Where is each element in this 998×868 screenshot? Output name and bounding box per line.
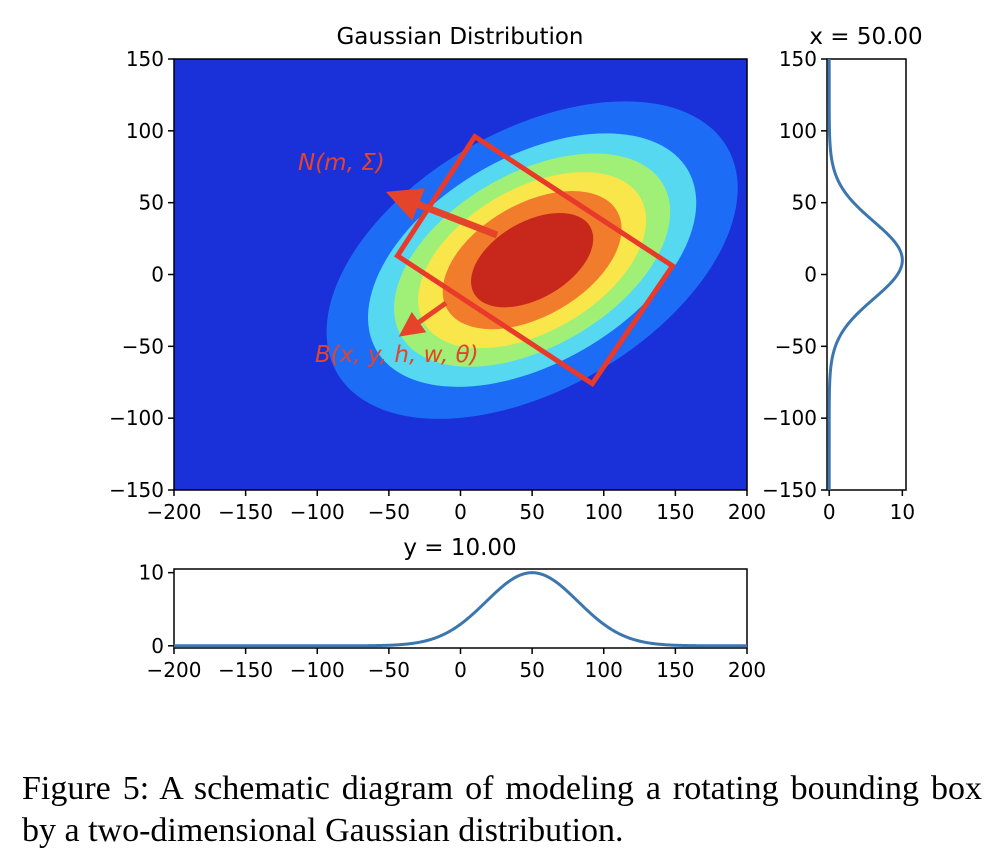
main-xtick-label: 100 <box>585 500 623 524</box>
main-ytick-label: 100 <box>126 119 164 143</box>
bottom-xtick-label: 50 <box>519 658 544 682</box>
bottom-xtick-label: 150 <box>656 658 694 682</box>
main-xtick-label: 150 <box>656 500 694 524</box>
gaussian-contours <box>326 101 738 419</box>
main-ytick-label: −50 <box>122 334 164 358</box>
right-xtick-label: 0 <box>823 500 836 524</box>
right-ytick-label: −150 <box>762 478 817 502</box>
contour-level-6 <box>471 212 594 308</box>
main-xtick-label: 50 <box>519 500 544 524</box>
bbox-label: B(x, y, h, w, θ) <box>315 342 479 368</box>
bottom-xtick-label: −100 <box>290 658 345 682</box>
bottom-title: y = 10.00 <box>403 535 516 561</box>
main-xtick-label: 200 <box>728 500 766 524</box>
main-heatmap-panel: N(m, Σ) B(x, y, h, w, θ) Gaussian Distri… <box>109 24 766 524</box>
series-line-vertical-profile <box>827 59 904 490</box>
right-xtick-label: 10 <box>890 500 915 524</box>
right-ytick-label: −100 <box>762 406 817 430</box>
right-y-axis: 150 100 50 0 −50 −100 −150 <box>762 47 827 502</box>
bottom-frame <box>173 568 748 649</box>
bottom-y-axis: 10 0 <box>139 561 174 658</box>
bottom-xtick-label: −50 <box>368 658 410 682</box>
mean-arrow <box>385 188 499 239</box>
bottom-xtick-label: 100 <box>585 658 623 682</box>
vertical-profile-panel: x = 50.00 0 10 150 100 50 0 −50 −100 −150 <box>762 24 923 524</box>
main-title: Gaussian Distribution <box>336 24 583 50</box>
right-ytick-label: −50 <box>775 334 817 358</box>
main-xtick-label: −50 <box>368 500 410 524</box>
main-y-axis: 150 100 50 0 −50 −100 −150 <box>109 47 174 502</box>
bottom-xtick-label: −200 <box>147 658 202 682</box>
bottom-xtick-label: 200 <box>728 658 766 682</box>
right-frame <box>826 58 907 491</box>
main-ytick-label: 50 <box>139 191 164 215</box>
right-ytick-label: 50 <box>792 191 817 215</box>
bottom-xtick-label: −150 <box>218 658 273 682</box>
right-ytick-label: 150 <box>779 47 817 71</box>
right-ytick-label: 0 <box>804 263 817 287</box>
bottom-x-axis: −200 −150 −100 −50 0 50 100 150 200 <box>147 648 766 682</box>
main-xtick-label: −200 <box>147 500 202 524</box>
bottom-ytick-label: 10 <box>139 561 164 585</box>
right-ytick-label: 100 <box>779 119 817 143</box>
gaussian-label: N(m, Σ) <box>298 150 385 176</box>
right-title: x = 50.00 <box>809 24 922 50</box>
box-arrow <box>398 300 448 337</box>
figure-caption: Figure 5: A schematic diagram of modelin… <box>22 770 982 849</box>
main-ytick-label: −150 <box>109 478 164 502</box>
main-xtick-label: −150 <box>218 500 273 524</box>
bottom-xtick-label: 0 <box>454 658 467 682</box>
main-ytick-label: 150 <box>126 47 164 71</box>
figure: N(m, Σ) B(x, y, h, w, θ) Gaussian Distri… <box>109 24 923 682</box>
main-x-axis: −200 −150 −100 −50 0 50 100 150 200 <box>147 490 766 524</box>
horizontal-profile-panel: y = 10.00 −200 −150 −100 −50 0 50 100 150 200 10… <box>139 535 767 682</box>
main-xtick-label: 0 <box>454 500 467 524</box>
bottom-ytick-label: 0 <box>151 634 164 658</box>
main-ytick-label: −100 <box>109 406 164 430</box>
series-line-horizontal-profile <box>174 571 747 648</box>
main-xtick-label: −100 <box>290 500 345 524</box>
right-x-axis: 0 10 <box>823 490 915 524</box>
main-ytick-label: 0 <box>151 263 164 287</box>
